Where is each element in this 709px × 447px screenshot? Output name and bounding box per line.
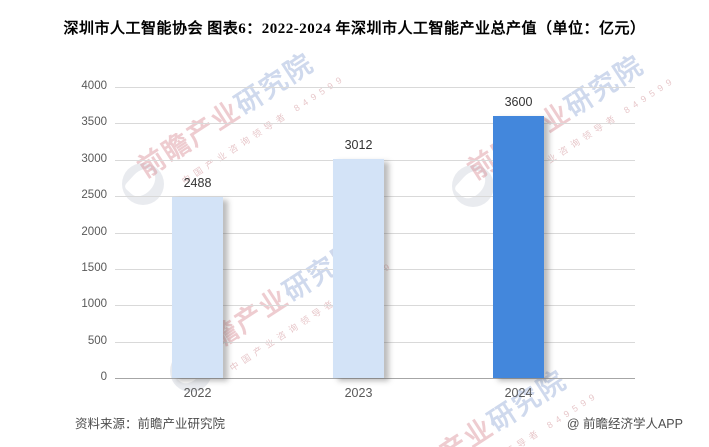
y-axis-tick-label: 500 (87, 334, 107, 347)
watermark-text: 前瞻产业研究院 (462, 49, 650, 186)
y-axis-tick-label: 4000 (81, 80, 107, 92)
gridline-0 (115, 378, 635, 379)
x-axis-tick-label: 2024 (504, 386, 533, 400)
bar-2023 (333, 158, 384, 378)
footer-source: 资料来源：前瞻产业研究院 (75, 417, 226, 431)
bar-value-label: 2488 (183, 176, 212, 190)
gridline-4000 (115, 87, 635, 88)
bar-2024 (493, 116, 544, 378)
gridline-3500 (115, 123, 635, 125)
footer-credit: @ 前瞻经济学人APP (566, 417, 683, 431)
chart-title: 深圳市人工智能协会 图表6：2022-2024 年深圳市人工智能产业总产值（单位… (63, 21, 646, 37)
y-axis-tick-label: 3000 (81, 152, 107, 165)
bar-value-label: 3600 (504, 95, 533, 110)
watermark-logo-icon (452, 165, 494, 207)
watermark-text: 前瞻产业研究院 (132, 47, 320, 184)
y-axis-tick-label: 1000 (81, 298, 107, 311)
y-axis-tick-label: 2000 (81, 225, 107, 238)
bar-value-label: 3012 (344, 137, 373, 152)
y-axis-tick-label: 2500 (81, 189, 107, 202)
bar-2022 (172, 197, 223, 378)
x-axis-tick-label: 2023 (344, 386, 373, 400)
y-axis-tick-label: 1500 (81, 261, 107, 274)
x-axis-tick-label: 2022 (183, 386, 212, 400)
watermark-text: 前瞻产业研究院 (410, 364, 573, 447)
y-axis-tick-label: 0 (100, 371, 107, 383)
y-axis-tick-label: 3500 (81, 116, 107, 129)
watermark-subtext: 中国产业咨询领导者 849599 (180, 72, 348, 187)
